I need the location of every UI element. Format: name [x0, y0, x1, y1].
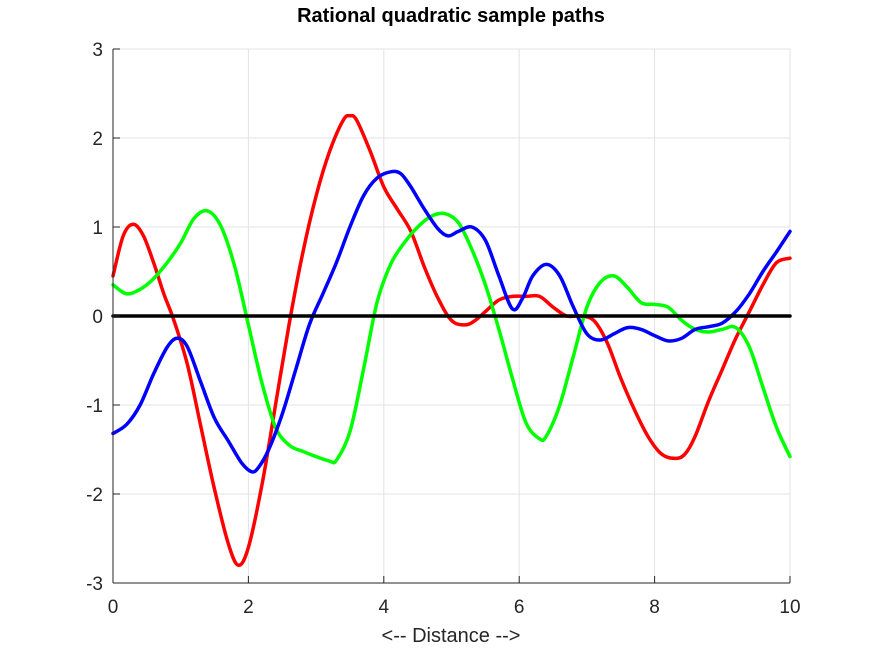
- y-tick-label: 2: [92, 129, 103, 150]
- y-tick-label: -2: [86, 485, 103, 506]
- y-tick-label: 1: [92, 218, 103, 239]
- blue-sample-path: [111, 169, 792, 474]
- y-tick-label: -3: [86, 574, 103, 595]
- red-sample-path: [111, 113, 792, 567]
- series-layer: [111, 113, 792, 567]
- x-tick-label: 10: [779, 597, 800, 618]
- x-axis-label: <-- Distance -->: [382, 625, 521, 647]
- green-sample-path: [111, 208, 792, 465]
- x-tick-label: 8: [649, 597, 660, 618]
- x-tick-label: 0: [108, 597, 119, 618]
- x-tick-label: 2: [243, 597, 254, 618]
- ticks: 0 2 4 6 8 10 -3 -2 -1 0 1 2 3: [86, 40, 800, 618]
- x-tick-label: 6: [514, 597, 525, 618]
- y-tick-label: -1: [86, 396, 103, 417]
- y-tick-label: 3: [92, 40, 103, 61]
- x-tick-label: 4: [379, 597, 390, 618]
- y-tick-label: 0: [92, 307, 103, 328]
- chart-title: Rational quadratic sample paths: [297, 5, 605, 27]
